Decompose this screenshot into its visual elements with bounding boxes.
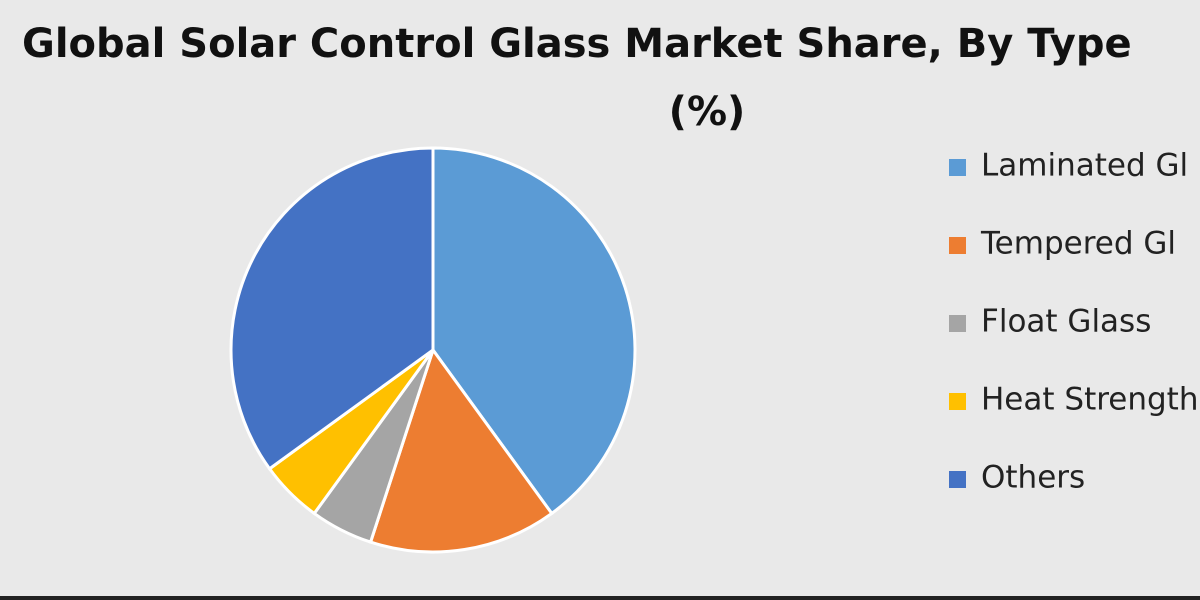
legend-swatch (949, 237, 966, 254)
legend-label: Heat Strength (981, 382, 1198, 418)
legend-label: Others (981, 460, 1085, 496)
legend-swatch (949, 393, 966, 410)
pie-slice (431, 146, 637, 516)
bottom-border (0, 596, 1200, 600)
chart-title-line: (%) (669, 89, 746, 135)
legend-label: Tempered Gl (980, 226, 1176, 262)
legend-swatch (949, 315, 966, 332)
chart-title: Global Solar Control Glass Market Share,… (22, 21, 1132, 67)
legend-swatch (949, 159, 966, 176)
legend-label: Float Glass (981, 304, 1151, 340)
pie-slice (368, 346, 554, 554)
pie-slice (229, 146, 435, 471)
legend-label: Laminated Gl (981, 148, 1188, 184)
legend-swatch (949, 471, 966, 488)
